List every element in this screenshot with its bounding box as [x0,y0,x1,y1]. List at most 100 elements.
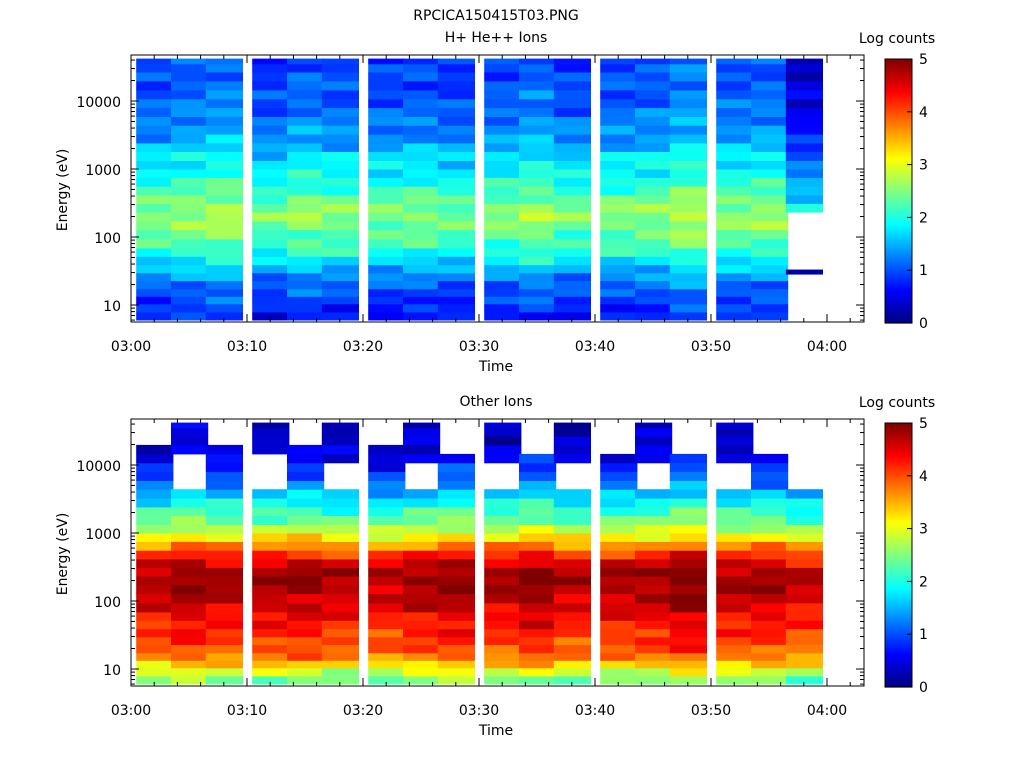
heatmap-cell [716,125,754,135]
heatmap-cell [635,576,673,586]
heatmap-cell [403,567,441,577]
panel-1-y-tick-1000: 1000 [85,163,121,179]
heatmap-cell [252,515,290,525]
colorbar-swatch [885,250,912,254]
heatmap-cell [136,444,174,455]
heatmap-cell [635,220,673,231]
heatmap-cell [669,98,707,109]
colorbar-swatch [885,546,912,549]
heatmap-cell [519,177,557,187]
heatmap-cell [252,212,290,222]
colorbar-swatch [885,662,912,666]
colorbar-swatch [885,497,912,501]
colorbar-swatch [885,618,912,622]
colorbar-swatch [885,669,912,673]
colorbar-swatch [885,616,912,620]
heatmap-cell [785,515,823,525]
heatmap-cell [484,238,522,249]
panel-1-colorbar-label: Log counts [859,31,935,47]
heatmap-cell [716,636,754,646]
colorbar-swatch [885,298,912,302]
heatmap-cell [368,515,406,525]
colorbar-swatch [885,462,912,466]
heatmap-cell [751,58,789,65]
colorbar-tick-label: 1 [919,627,928,643]
heatmap-cell [437,462,475,473]
heatmap-cell [553,436,591,446]
colorbar-swatch [885,98,912,102]
heatmap-cell [437,550,475,560]
heatmap-cell [635,151,673,161]
heatmap-cell [252,63,290,73]
heatmap-cell [205,63,243,73]
heatmap-cell [785,567,823,577]
colorbar-swatch [885,312,912,315]
colorbar-tick-label: 2 [919,574,928,590]
heatmap-cell [136,489,174,499]
heatmap-cell [553,558,591,568]
heatmap-cell [171,160,209,170]
heatmap-cell [437,288,475,297]
colorbar-swatch [885,515,912,519]
heatmap-cell [205,660,243,669]
colorbar-swatch [885,287,912,291]
colorbar-swatch [885,188,912,192]
heatmap-cell [484,107,522,117]
heatmap-cell [368,675,406,685]
heatmap-cell [669,602,707,613]
heatmap-cell [252,620,290,630]
heatmap-cell [287,247,325,257]
heatmap-cell [205,636,243,646]
heatmap-cell [553,453,591,464]
heatmap-cell [287,116,325,126]
heatmap-cell [751,567,789,577]
colorbar-tick-label: 5 [919,416,928,432]
heatmap-cell [368,602,406,613]
colorbar-swatch [885,162,912,166]
heatmap-cell [519,541,557,551]
heatmap-cell [484,498,522,508]
colorbar-swatch [885,596,912,600]
heatmap-cell [287,550,325,560]
heatmap-cell [368,177,406,187]
heatmap-cell [716,186,754,196]
heatmap-cell [368,506,406,516]
heatmap-cell [716,593,754,604]
colorbar-swatch [885,241,912,245]
heatmap-cell [519,567,557,577]
colorbar-swatch [885,89,912,93]
heatmap-cell [484,644,522,654]
heatmap-cell [437,533,475,542]
heatmap-cell [600,611,638,621]
heatmap-cell [785,203,823,213]
heatmap-cell [519,667,557,677]
heatmap-cell [321,550,359,560]
colorbar-swatch [885,219,912,223]
heatmap-cell [553,89,591,100]
heatmap-cell [519,652,557,661]
heatmap-cell [600,660,638,669]
heatmap-cell [600,620,638,630]
colorbar-swatch [885,469,912,472]
heatmap-cell [205,194,243,204]
colorbar-tick-label: 2 [919,210,928,226]
colorbar-swatch [885,583,912,587]
heatmap-cell [785,550,823,560]
heatmap-cell [287,134,325,144]
colorbar-swatch [885,118,912,122]
heatmap-cell [553,444,591,455]
colorbar-swatch [885,526,912,530]
heatmap-cell [635,229,673,240]
heatmap-cell [484,256,522,266]
heatmap-cell [205,256,243,266]
heatmap-cell [484,296,522,305]
panel-2-x-tick-0400: 04:00 [807,703,847,719]
colorbar-swatch [885,530,912,534]
heatmap-cell [368,593,406,604]
heatmap-cell [136,558,174,568]
heatmap-cell [519,533,557,542]
heatmap-cell [437,142,475,152]
heatmap-cell [437,480,475,490]
heatmap-cell [716,524,754,534]
heatmap-cell [716,602,754,613]
